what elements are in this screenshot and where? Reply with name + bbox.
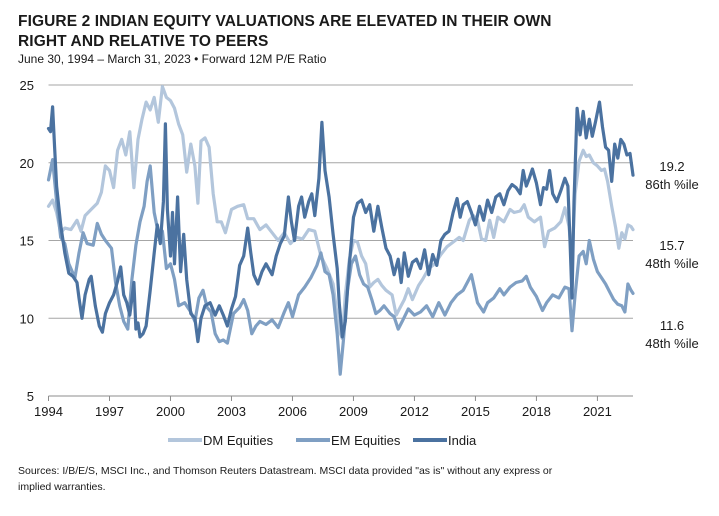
legend-label-dm-equities: DM Equities <box>203 433 274 448</box>
x-tick-label-2018: 2018 <box>522 404 551 419</box>
end-percentile-india: 86th %ile <box>645 177 698 192</box>
y-tick-label-5: 5 <box>27 389 34 404</box>
x-tick-label-2003: 2003 <box>217 404 246 419</box>
y-tick-label-10: 10 <box>20 311 34 326</box>
chart-title: FIGURE 2 INDIAN EQUITY VALUATIONS ARE EL… <box>18 12 552 52</box>
end-percentile-em-equities: 48th %ile <box>645 336 698 351</box>
series-line-em-equities <box>46 158 635 376</box>
series-lines <box>46 85 635 376</box>
x-tick-label-1997: 1997 <box>95 404 124 419</box>
end-value-dm-equities: 15.7 <box>659 238 684 253</box>
source-line-2: implied warranties. <box>18 481 106 493</box>
gridlines <box>48 84 633 319</box>
legend-label-em-equities: EM Equities <box>331 433 401 448</box>
source-note: Sources: I/B/E/S, MSCI Inc., and Thomson… <box>18 463 658 495</box>
title-line-1: FIGURE 2 INDIAN EQUITY VALUATIONS ARE EL… <box>18 13 552 30</box>
chart-subtitle: June 30, 1994 – March 31, 2023 • Forward… <box>18 52 327 66</box>
end-labels: 19.2 86th %ile 15.7 48th %ile 11.6 48th %ile <box>645 159 698 351</box>
x-tick-label-1994: 1994 <box>34 404 63 419</box>
end-percentile-dm-equities: 48th %ile <box>645 256 698 271</box>
x-tick-label-2012: 2012 <box>400 404 429 419</box>
y-axis: 5 10 15 20 25 <box>20 78 34 404</box>
legend-label-india: India <box>448 433 477 448</box>
x-tick-label-2021: 2021 <box>583 404 612 419</box>
y-tick-label-15: 15 <box>20 234 34 249</box>
title-line-2: RIGHT AND RELATIVE TO PEERS <box>18 33 269 50</box>
source-line-1: Sources: I/B/E/S, MSCI Inc., and Thomson… <box>18 465 553 477</box>
x-tick-label-2000: 2000 <box>156 404 185 419</box>
y-tick-label-20: 20 <box>20 156 34 171</box>
series-line-india <box>46 100 635 344</box>
end-value-em-equities: 11.6 <box>660 318 684 333</box>
x-axis: 1994 1997 2000 2003 2006 2009 2012 2015 2018 2021 <box>34 395 633 419</box>
x-tick-label-2006: 2006 <box>278 404 307 419</box>
x-tick-label-2015: 2015 <box>461 404 490 419</box>
end-value-india: 19.2 <box>659 159 684 174</box>
legend: DM Equities EM Equities India <box>168 433 477 448</box>
x-tick-label-2009: 2009 <box>339 404 368 419</box>
y-tick-label-25: 25 <box>20 78 34 93</box>
